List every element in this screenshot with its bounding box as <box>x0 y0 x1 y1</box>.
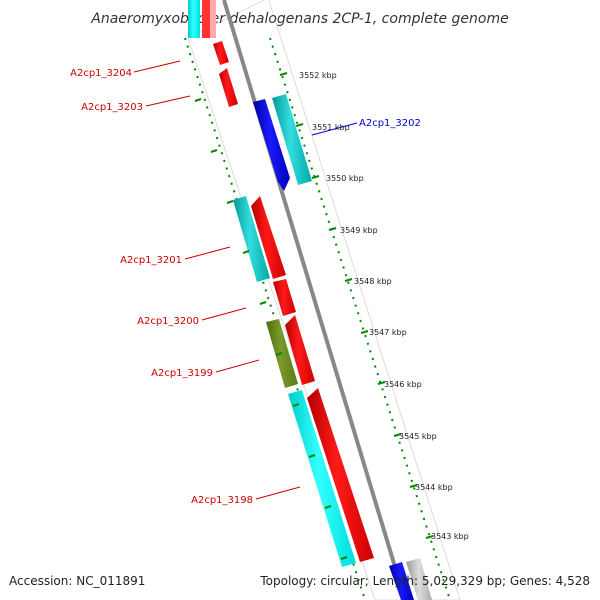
gene-label-a2cp1-3199[interactable]: A2cp1_3199 <box>151 368 213 379</box>
inner-tick-marks <box>194 98 348 560</box>
tick-label: 3550 kbp <box>326 174 364 183</box>
tick-label: 3548 kbp <box>354 277 392 286</box>
partial-feature-cyan <box>188 0 200 38</box>
page-title: Anaeromyxobacter dehalogenans 2CP-1, com… <box>90 11 508 27</box>
partial-feature-gray <box>406 558 432 600</box>
feature-cyan-3198[interactable] <box>288 390 356 567</box>
tick-label: 3549 kbp <box>340 226 378 235</box>
tick-label: 3546 kbp <box>384 380 422 389</box>
gene-feature-a2cp1-3202[interactable] <box>253 99 290 191</box>
topology-text: Topology: circular; Length: 5,029,329 bp… <box>260 574 590 588</box>
partial-feature-blue <box>389 562 414 600</box>
feature-red-3199[interactable] <box>285 315 315 385</box>
gene-label-a2cp1-3203[interactable]: A2cp1_3203 <box>81 102 143 113</box>
tick-label: 3545 kbp <box>399 432 437 441</box>
gene-feature-a2cp1-3201[interactable] <box>251 196 286 279</box>
gene-label-a2cp1-3198[interactable]: A2cp1_3198 <box>191 495 253 506</box>
gene-label-a2cp1-3200[interactable]: A2cp1_3200 <box>137 316 199 327</box>
feature-teal-3201[interactable] <box>233 196 270 282</box>
tick-label: 3552 kbp <box>299 71 337 80</box>
gene-feature-a2cp1-3198[interactable] <box>307 388 374 562</box>
genome-backbone <box>222 0 407 600</box>
tick-label: 3544 kbp <box>415 483 453 492</box>
gene-feature-a2cp1-3204[interactable] <box>213 41 229 65</box>
tick-label: 3547 kbp <box>369 328 407 337</box>
outer-tick-marks <box>279 72 434 539</box>
partial-feature-red <box>202 0 210 38</box>
feature-teal-3202[interactable] <box>272 94 312 185</box>
gene-feature-a2cp1-3200[interactable] <box>273 279 296 316</box>
gene-label-a2cp1-3202[interactable]: A2cp1_3202 <box>359 118 421 129</box>
tick-label: 3543 kbp <box>431 532 469 541</box>
tick-label: 3551 kbp <box>312 123 350 132</box>
gene-labels: A2cp1_3204 A2cp1_3203 A2cp1_3202 A2cp1_3… <box>70 68 421 506</box>
gene-label-a2cp1-3201[interactable]: A2cp1_3201 <box>120 255 182 266</box>
tick-labels: 3552 kbp 3551 kbp 3550 kbp 3549 kbp 3548… <box>299 71 469 541</box>
label-leaders <box>133 60 358 500</box>
gene-label-a2cp1-3204[interactable]: A2cp1_3204 <box>70 68 132 79</box>
accession-text: Accession: NC_011891 <box>9 574 146 588</box>
gene-feature-a2cp1-3203[interactable] <box>219 68 238 107</box>
